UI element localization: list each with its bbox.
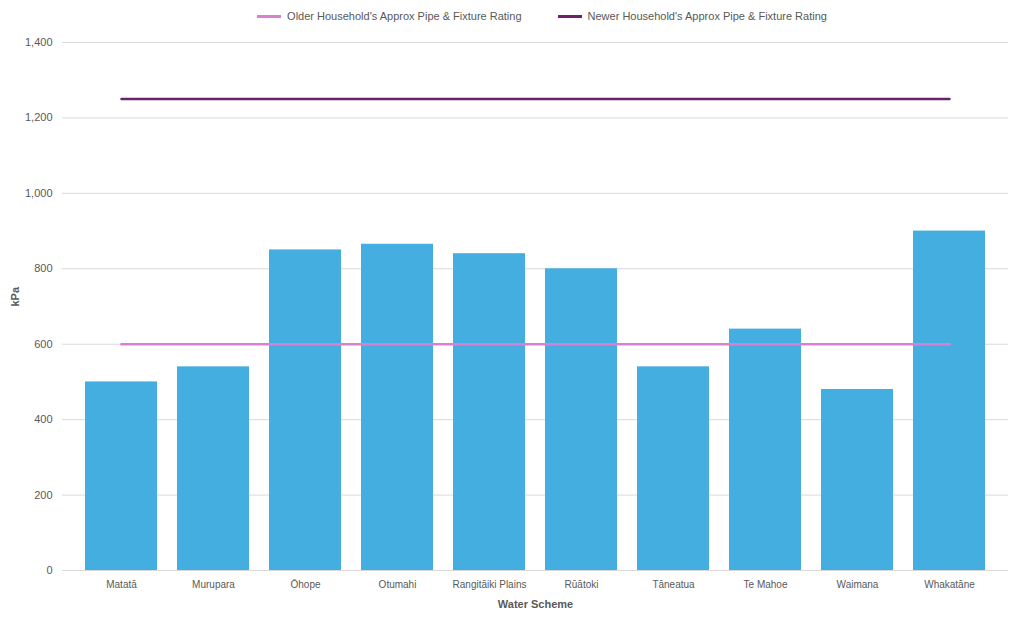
svg-text:Otumahi: Otumahi xyxy=(379,579,417,590)
html-text:Newer Household's Approx Pipe: Newer Household's Approx Pipe & Fixture … xyxy=(587,10,827,22)
svg-text:Whakatāne: Whakatāne xyxy=(924,579,975,590)
svg-text:Waimana: Waimana xyxy=(837,579,879,590)
svg-text:kPa: kPa xyxy=(9,286,21,306)
html-text:Older Household's Approx Pipe: Older Household's Approx Pipe & Fixture … xyxy=(287,10,522,22)
svg-text:1,200: 1,200 xyxy=(25,111,53,123)
svg-text:800: 800 xyxy=(34,262,52,274)
svg-text:1,000: 1,000 xyxy=(25,187,53,199)
svg-text:1,400: 1,400 xyxy=(25,36,53,48)
svg-text:Te Mahoe: Te Mahoe xyxy=(744,579,788,590)
svg-text:Water Scheme: Water Scheme xyxy=(498,598,573,610)
svg-text:Tāneatua: Tāneatua xyxy=(652,579,695,590)
svg-text:200: 200 xyxy=(34,489,52,501)
svg-text:600: 600 xyxy=(34,338,52,350)
svg-text:Ōhope: Ōhope xyxy=(290,579,320,590)
svg-text:400: 400 xyxy=(34,413,52,425)
svg-text:Murupara: Murupara xyxy=(192,579,235,590)
svg-text:Rangitāiki Plains: Rangitāiki Plains xyxy=(453,579,527,590)
svg-text:0: 0 xyxy=(46,564,52,576)
svg-text:Rūātoki: Rūātoki xyxy=(565,579,599,590)
svg-text:Matatā: Matatā xyxy=(106,579,137,590)
